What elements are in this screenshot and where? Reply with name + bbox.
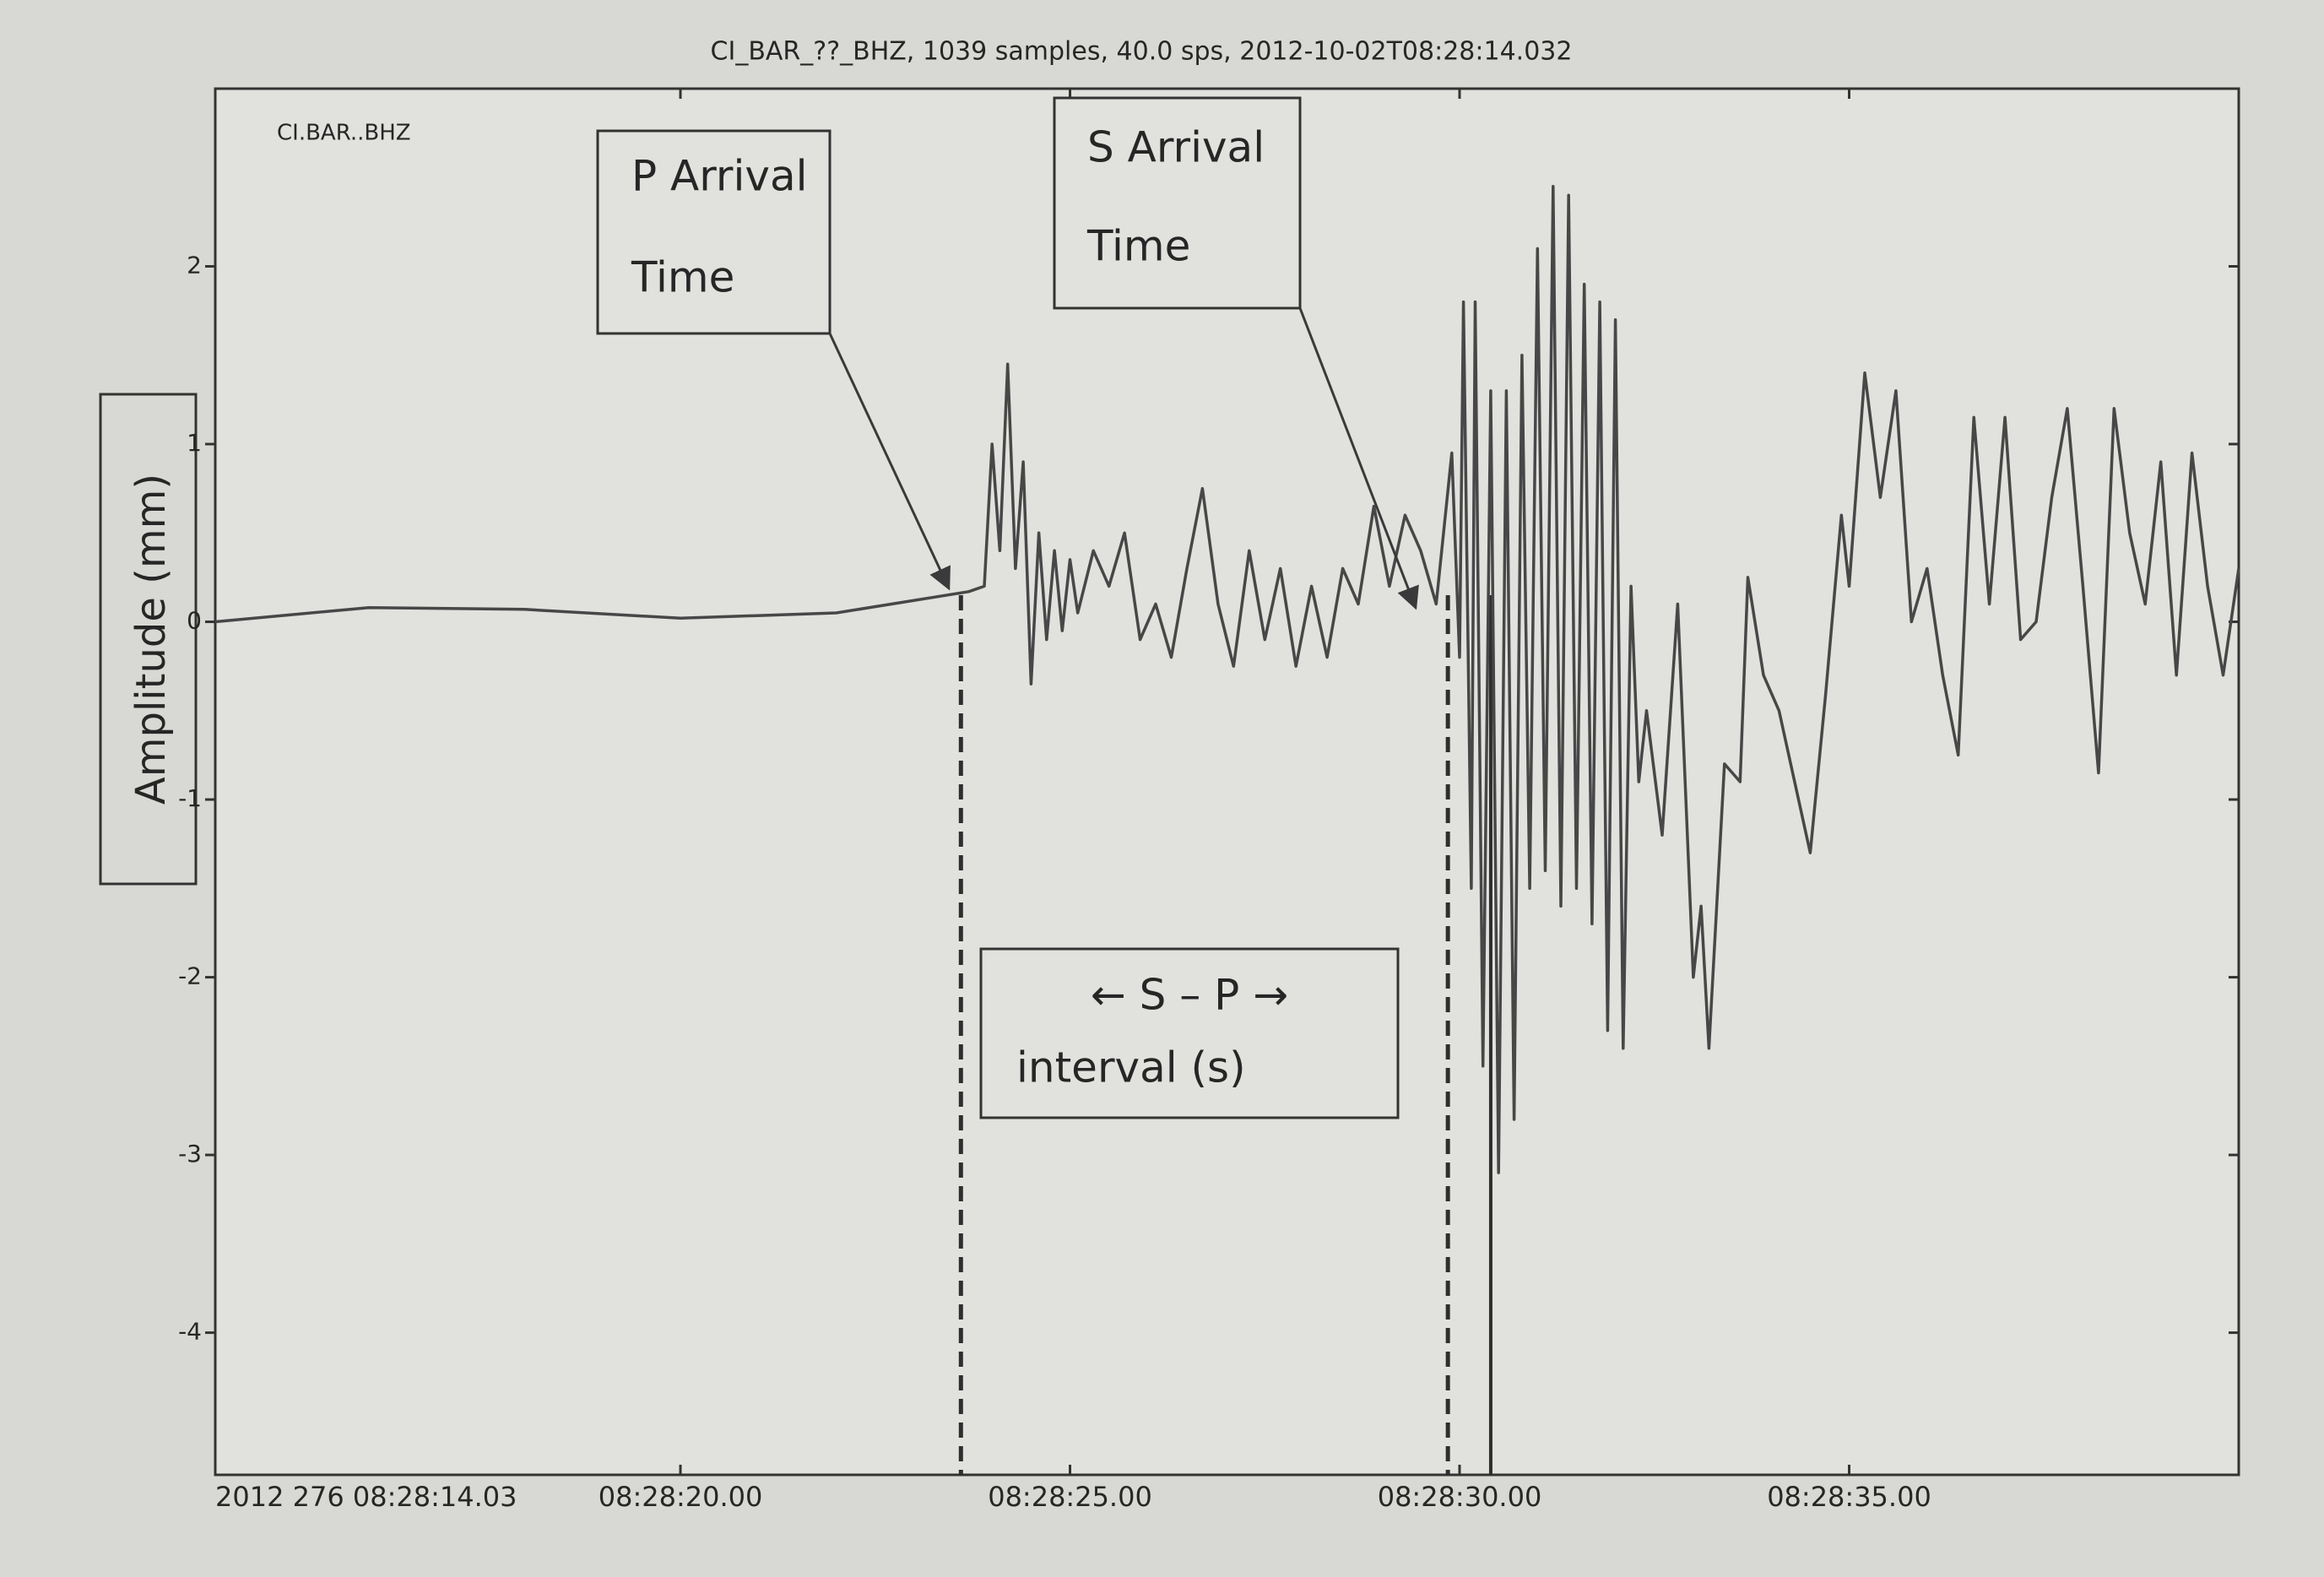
x-tick-label: 08:28:25.00 <box>988 1481 1152 1513</box>
p-arrow <box>828 333 951 591</box>
s-box <box>1053 96 1302 310</box>
y-tick-label: -1 <box>178 784 202 812</box>
chart-title: CI_BAR_??_BHZ, 1039 samples, 40.0 sps, 2… <box>711 37 1573 67</box>
x-tick-label: 08:28:35.00 <box>1767 1481 1931 1513</box>
y-tick-label: -3 <box>178 1140 202 1168</box>
plot-frame <box>214 87 2240 1477</box>
y-tick-label: 0 <box>187 607 202 635</box>
y-axis-label: Amplitude (mm) <box>127 474 175 805</box>
x-tick-label: 2012 276 08:28:14.03 <box>215 1481 517 1513</box>
annotations: P Arrival Time S Arrival Time ← S – P → … <box>596 96 1419 1119</box>
p-box <box>596 129 832 335</box>
trace-label: CI.BAR..BHZ <box>277 121 411 146</box>
interval-box <box>979 947 1400 1119</box>
y-tick-label: 2 <box>187 252 202 279</box>
y-tick-label: -2 <box>178 962 202 990</box>
s-arrow <box>1298 307 1419 610</box>
x-tick-label: 08:28:20.00 <box>599 1481 763 1513</box>
p-label: P Arrival <box>631 152 808 201</box>
p-label: Time <box>631 253 734 302</box>
y-tick-label: -4 <box>178 1318 202 1346</box>
s-label: Time <box>1086 222 1190 271</box>
s-label: S Arrival <box>1087 123 1265 172</box>
x-tick-label: 08:28:30.00 <box>1378 1481 1542 1513</box>
y-label-box <box>99 393 198 886</box>
waveform <box>214 185 2240 1174</box>
interval-label: ← S – P → <box>1091 971 1288 1020</box>
y-tick-label: 1 <box>187 429 202 457</box>
interval-label: interval (s) <box>1016 1043 1246 1092</box>
